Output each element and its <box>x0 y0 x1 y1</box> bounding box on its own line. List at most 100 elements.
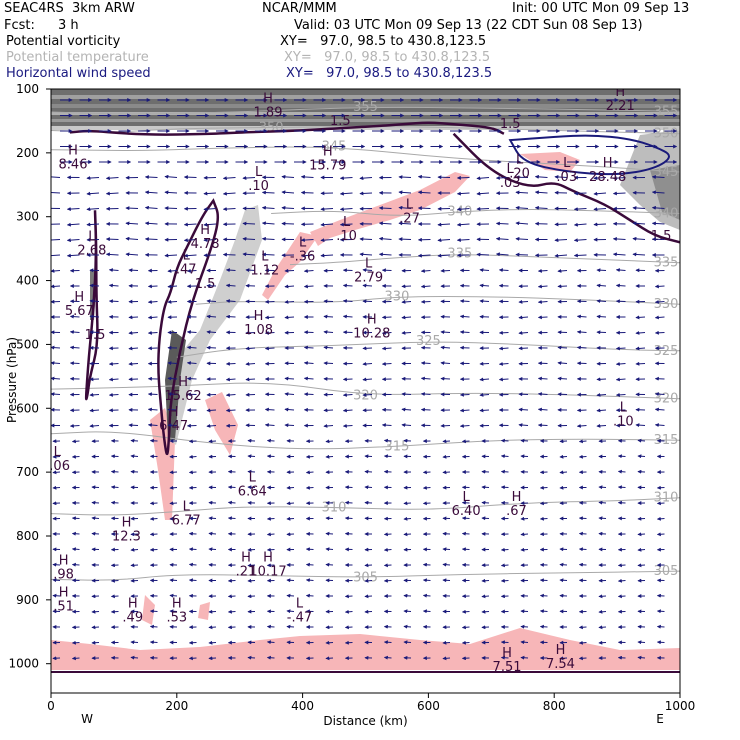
wind-arrow <box>495 236 509 241</box>
wind-arrow <box>225 392 236 397</box>
pv-extremum-value: .67 <box>506 504 527 519</box>
wind-arrow <box>303 268 314 273</box>
y-tick-label: 400 <box>16 274 39 288</box>
wind-arrow <box>89 408 100 413</box>
wind-arrow <box>593 176 607 181</box>
wind-arrow <box>518 315 529 320</box>
wind-arrow <box>227 485 236 490</box>
wind-arrow <box>500 438 509 443</box>
pv-extremum-type: L <box>183 248 191 263</box>
wind-arrow <box>144 205 158 210</box>
wind-arrow <box>498 330 509 335</box>
wind-arrow <box>183 175 197 180</box>
wind-arrow <box>164 206 178 211</box>
wind-arrow <box>422 470 431 475</box>
wind-arrow <box>186 330 197 335</box>
wind-arrow <box>401 299 412 304</box>
wind-arrow <box>186 361 197 366</box>
wind-arrow <box>227 516 236 521</box>
wind-arrow <box>51 345 61 350</box>
wind-arrow <box>247 563 256 568</box>
wind-arrow <box>51 174 61 179</box>
pv-extremum-type: H <box>122 515 132 530</box>
pv-extremum-type: L <box>563 156 571 171</box>
wind-arrow <box>286 485 295 490</box>
wind-arrow <box>69 423 80 428</box>
wind-arrow <box>51 361 61 366</box>
wind-arrow <box>242 252 256 257</box>
theta-contour-325 <box>176 341 680 358</box>
pv-extremum-value: .20 <box>509 167 530 182</box>
pv-extremum-type: L <box>620 400 628 415</box>
pv-extremum-value: -.47 <box>287 610 312 625</box>
wind-arrow <box>596 283 607 288</box>
wind-arrow <box>261 190 275 195</box>
wind-arrow <box>537 315 548 320</box>
wind-arrow <box>261 221 275 226</box>
wind-arrow <box>615 346 626 351</box>
wind-arrow <box>383 532 392 537</box>
wind-arrow <box>573 253 587 258</box>
wind-arrow <box>284 392 295 397</box>
wind-arrow <box>422 485 431 490</box>
wind-arrow <box>206 314 217 319</box>
wind-arrow <box>342 392 353 397</box>
wind-arrow <box>247 454 256 459</box>
y-tick-label: 600 <box>16 401 39 415</box>
wind-arrow <box>342 408 353 413</box>
wind-arrow <box>656 501 665 506</box>
wind-arrow <box>417 174 431 179</box>
wind-arrow <box>518 407 529 412</box>
wind-arrow <box>461 531 470 536</box>
theta-contour-label: 340 <box>447 205 472 220</box>
wind-arrow <box>130 438 139 443</box>
theta-contour-330 <box>195 295 680 305</box>
wind-arrow <box>554 238 568 243</box>
wind-arrow <box>264 407 275 412</box>
pv-extremum-value: .03 <box>556 170 577 185</box>
wind-arrow <box>381 361 392 366</box>
wind-arrow <box>459 423 470 428</box>
wind-arrow <box>167 268 178 273</box>
wind-arrow <box>656 609 665 614</box>
pv-extremum-value: 5.67 <box>65 304 94 319</box>
wind-arrow <box>635 330 646 335</box>
wind-arrow <box>559 485 568 490</box>
wind-arrow <box>149 532 158 537</box>
y-tick-label: 500 <box>16 337 39 351</box>
wind-arrow <box>149 609 158 614</box>
wind-arrow <box>578 454 587 459</box>
wind-arrow <box>383 547 392 552</box>
wind-arrow <box>459 314 470 319</box>
wind-arrow <box>364 578 373 583</box>
wind-arrow <box>498 377 509 382</box>
wind-arrow <box>515 252 529 257</box>
wind-arrow <box>69 345 80 350</box>
wind-arrow <box>261 205 275 210</box>
pv-extremum-value: 6.40 <box>452 504 481 519</box>
wind-arrow <box>208 640 217 645</box>
pv-extremum-type: H <box>59 554 69 569</box>
wind-arrow <box>130 547 139 552</box>
wind-arrow <box>554 253 568 258</box>
pv-extremum-type: H <box>556 643 566 658</box>
wind-arrow <box>91 609 100 614</box>
wind-arrow <box>147 407 158 412</box>
wind-arrow <box>459 408 470 413</box>
wind-arrow <box>325 439 334 444</box>
wind-arrow <box>300 253 314 258</box>
wind-arrow <box>417 190 431 195</box>
wind-arrow <box>440 376 451 381</box>
theta-contour-label: 330 <box>654 297 679 312</box>
pv-extremum-type: H <box>323 144 333 159</box>
wind-arrow <box>208 439 217 444</box>
wind-arrow <box>51 392 61 397</box>
wind-arrow <box>110 594 119 599</box>
pv-extremum-value: .47 <box>176 262 197 277</box>
wind-arrow <box>66 238 80 243</box>
pv-extremum-value: -.06 <box>45 459 70 474</box>
wind-arrow <box>222 252 236 257</box>
wind-arrow <box>539 485 548 490</box>
wind-arrow <box>149 501 158 506</box>
wind-arrow <box>537 376 548 381</box>
